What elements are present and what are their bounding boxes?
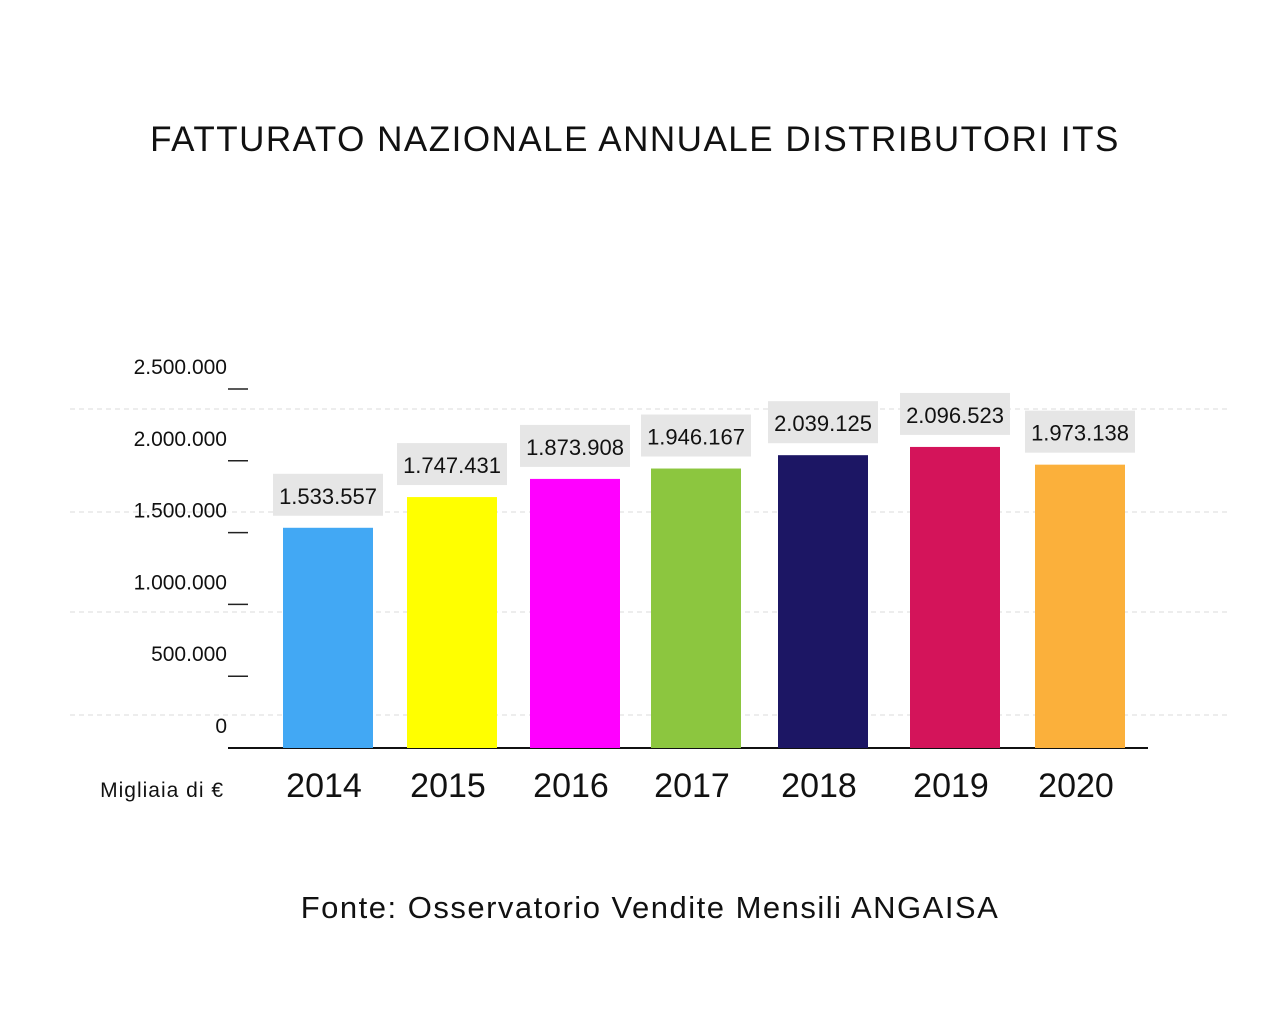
chart-title: FATTURATO NAZIONALE ANNUALE DISTRIBUTORI… bbox=[150, 120, 1120, 159]
data-label-background bbox=[900, 392, 1010, 435]
y-axis-unit-label: Migliaia di € bbox=[100, 779, 224, 802]
data-label-background bbox=[520, 424, 630, 467]
y-tick-label: 500.000 bbox=[151, 643, 227, 666]
bar-2016 bbox=[530, 478, 620, 748]
bar-2019 bbox=[910, 446, 1000, 748]
data-label: 1.747.431 bbox=[403, 453, 501, 478]
data-label-background bbox=[768, 401, 878, 444]
x-tick-label: 2014 bbox=[286, 767, 362, 805]
x-tick-label: 2018 bbox=[781, 767, 857, 805]
data-label-background bbox=[397, 443, 507, 486]
x-tick-label: 2016 bbox=[533, 767, 609, 805]
bar-2015 bbox=[407, 497, 497, 748]
data-label: 2.096.523 bbox=[906, 403, 1004, 428]
y-tick-label: 2.000.000 bbox=[134, 428, 227, 451]
x-tick-label: 2015 bbox=[410, 767, 486, 805]
data-label: 1.973.138 bbox=[1031, 421, 1129, 446]
y-tick-label: 1.000.000 bbox=[134, 571, 227, 594]
chart-source: Fonte: Osservatorio Vendite Mensili ANGA… bbox=[300, 890, 1000, 925]
x-tick-label: 2019 bbox=[913, 767, 989, 805]
bar-2017 bbox=[651, 468, 741, 748]
data-label: 2.039.125 bbox=[774, 411, 872, 436]
data-label-background bbox=[273, 473, 383, 516]
data-label-background bbox=[641, 414, 751, 457]
data-label: 1.533.557 bbox=[279, 484, 377, 509]
y-tick-label: 2.500.000 bbox=[134, 356, 227, 379]
data-label-background bbox=[1025, 410, 1135, 453]
data-label: 1.946.167 bbox=[647, 425, 745, 450]
y-tick-label: 0 bbox=[215, 715, 227, 738]
bar-2018 bbox=[778, 455, 868, 748]
bar-2020 bbox=[1035, 464, 1125, 748]
data-label: 1.873.908 bbox=[526, 435, 624, 460]
x-tick-label: 2020 bbox=[1038, 767, 1114, 805]
x-tick-label: 2017 bbox=[654, 767, 730, 805]
y-tick-label: 1.500.000 bbox=[134, 500, 227, 523]
bar-2014 bbox=[283, 527, 373, 748]
